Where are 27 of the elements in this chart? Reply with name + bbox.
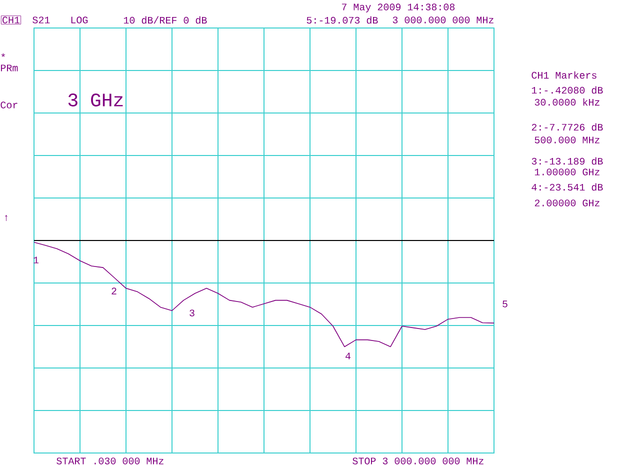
text: 1:-.42080 dB (532, 86, 603, 94)
text: LOG (71, 16, 88, 24)
text: 4:-23.541 dB (532, 183, 603, 191)
text: CH1 Markers (532, 71, 596, 79)
text: 5 (502, 300, 508, 308)
annotation: 2 (112, 288, 116, 294)
text: 10 dB/REF 0 dB (124, 16, 207, 24)
text: S21 (32, 16, 50, 24)
text: 500.000 MHz (534, 136, 600, 144)
text: PRm (0, 64, 18, 72)
text: * (1, 53, 5, 57)
text: ↑ (5, 215, 8, 221)
text: 5:-19.073 dB (306, 16, 378, 24)
text: 3 000.000 000 MHz (392, 16, 494, 24)
text: 3:-13.189 dB (532, 157, 603, 165)
text: CH1 (2, 16, 20, 24)
text: 4 (346, 352, 350, 360)
text: 2.00000 GHz (534, 200, 600, 206)
text: STOP 3 000.000 000 MHz (352, 458, 484, 464)
text: 2:-7.7726 dB (532, 123, 603, 131)
text: 7 May 2009 14:38:08 (342, 4, 455, 12)
text: 1.00000 GHz (534, 168, 600, 176)
text: START .030 000 MHz (56, 458, 164, 464)
text: 30.0000 kHz (534, 98, 600, 106)
text: 3 GHz (68, 94, 123, 106)
annotation: 3 (190, 310, 194, 316)
text: Cor (0, 102, 18, 108)
